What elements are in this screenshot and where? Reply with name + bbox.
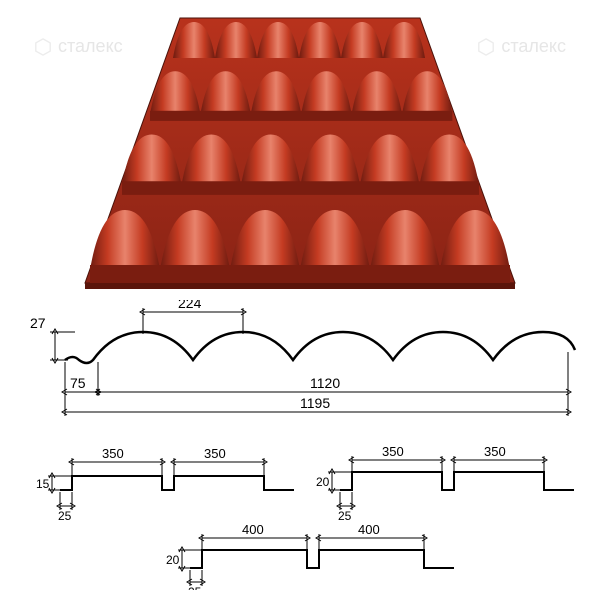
dim-working-width: 1120 — [310, 375, 340, 391]
dim-step-height: 20 — [166, 553, 180, 567]
step-profile-c: 400 400 20 25 — [166, 522, 454, 590]
cross-section-profile: 27 224 75 1120 1195 — [30, 300, 575, 416]
dim-module-b: 350 — [204, 446, 226, 461]
step-profile-b: 350 350 20 25 — [316, 444, 574, 523]
dim-pitch: 224 — [178, 300, 202, 311]
dim-height: 27 — [30, 315, 46, 331]
step-profile-a: 350 350 15 25 — [36, 446, 294, 523]
dim-step-offset: 25 — [58, 509, 72, 523]
dim-module-b: 350 — [484, 444, 506, 459]
roof-tile-render — [70, 8, 530, 298]
dim-step-height: 15 — [36, 477, 50, 491]
dim-step-offset: 25 — [338, 509, 352, 523]
dim-module-b: 400 — [358, 522, 380, 537]
dim-leadin: 75 — [70, 375, 86, 391]
dim-step-offset: 25 — [188, 585, 202, 590]
technical-diagrams: 27 224 75 1120 1195 — [20, 300, 580, 590]
dim-module-a: 400 — [242, 522, 264, 537]
dim-module-a: 350 — [102, 446, 124, 461]
dim-step-height: 20 — [316, 475, 330, 489]
page: сталекс сталекс сталекс — [0, 0, 600, 600]
dim-total-width: 1195 — [300, 395, 330, 411]
dim-module-a: 350 — [382, 444, 404, 459]
